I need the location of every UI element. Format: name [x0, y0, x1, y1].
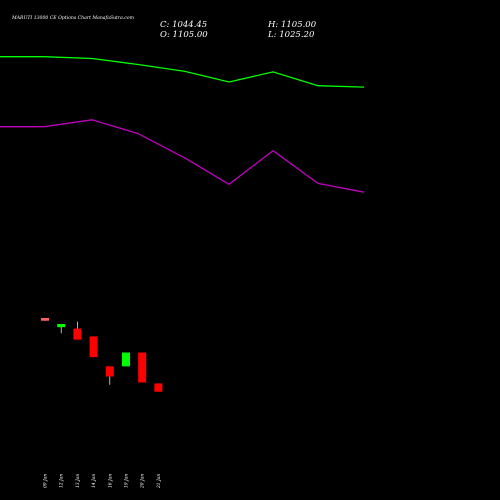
x-tick-label: 20 Jan	[141, 474, 146, 489]
x-axis-ticks: 09 Jan 12 Jan 13 Jan 14 Jan 16 Jan 19 Jan 20 J…	[44, 474, 162, 489]
candle-body	[105, 366, 114, 377]
upper-band-line	[0, 56, 365, 88]
candle	[73, 321, 82, 340]
chart-title: MARUTI 13000 CE Options Chart ManafaSutr…	[11, 15, 135, 21]
close-value: C: 1044.45	[160, 20, 207, 30]
x-tick-label: 12 Jan	[60, 474, 65, 488]
candle	[89, 336, 98, 358]
candle-body	[138, 352, 147, 383]
lower-band-line	[0, 119, 365, 193]
x-tick-label: 14 Jan	[92, 474, 97, 488]
high-value: H: 1105.00	[267, 20, 317, 30]
x-tick-label: 21 Jan	[157, 474, 162, 489]
low-value: L: 1025.20	[267, 30, 315, 40]
candle-body	[154, 383, 163, 392]
candle-body	[122, 352, 130, 367]
x-tick-label: 09 Jan	[44, 474, 49, 488]
candle	[41, 317, 49, 321]
candle	[57, 323, 66, 334]
candle	[138, 352, 147, 383]
candle	[154, 383, 163, 392]
indicator-lines	[0, 56, 365, 193]
candle-body	[89, 336, 98, 358]
candle-body	[41, 317, 49, 321]
candle	[105, 366, 114, 385]
open-value: O: 1105.00	[160, 30, 208, 40]
x-tick-label: 19 Jan	[125, 474, 130, 488]
x-tick-label: 13 Jan	[76, 474, 81, 488]
candle-body	[73, 328, 82, 340]
candles	[41, 317, 163, 392]
candle	[122, 352, 130, 367]
x-tick-label: 16 Jan	[108, 474, 113, 488]
candle-body	[57, 323, 66, 328]
